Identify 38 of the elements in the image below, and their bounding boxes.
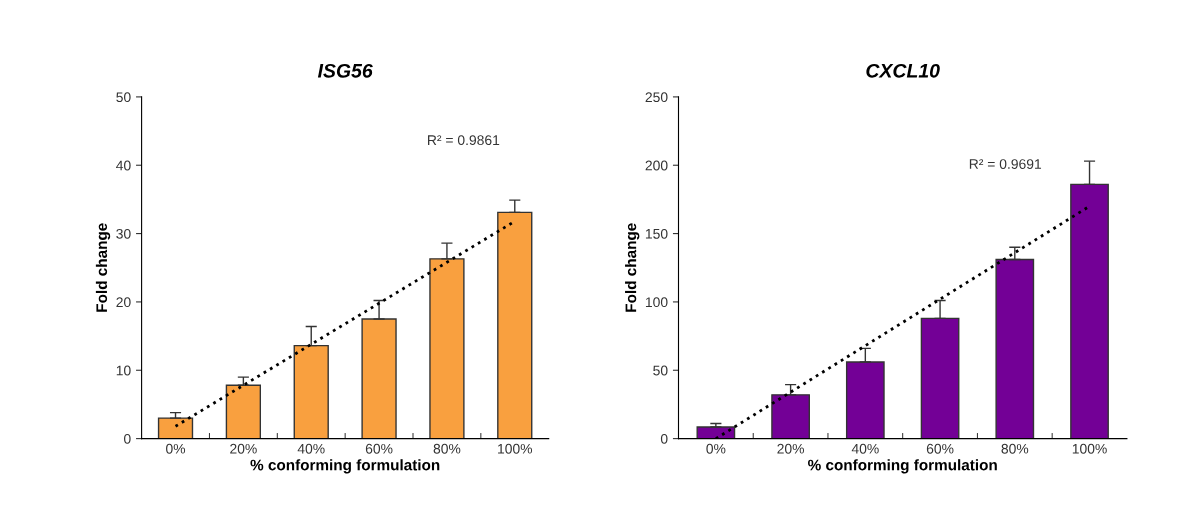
x-tick-label: 0% <box>166 443 186 454</box>
annotation: R² = 0.9691 <box>969 159 1042 169</box>
y-tick-label: 50 <box>116 92 131 103</box>
chart-title: CXCL10 <box>866 63 940 78</box>
y-tick-label: 150 <box>645 228 668 239</box>
x-axis-title: % conforming formulation <box>808 459 997 474</box>
y-tick-label: 200 <box>645 160 668 171</box>
x-axis-title: % conforming formulation <box>250 459 440 474</box>
x-tick-label: 40% <box>297 443 325 454</box>
y-tick-label: 50 <box>653 365 668 376</box>
x-tick-label: 100% <box>498 443 533 454</box>
bar <box>429 258 465 439</box>
x-tick-label: 80% <box>433 443 461 454</box>
y-tick-label: 0 <box>660 433 668 444</box>
bar <box>771 394 810 439</box>
y-tick-label: 40 <box>116 160 131 171</box>
y-tick-label: 100 <box>645 297 668 308</box>
y-tick-label: 10 <box>116 365 131 376</box>
y-tick-label: 0 <box>124 433 131 444</box>
bar <box>845 361 885 439</box>
bar <box>696 426 736 439</box>
x-tick-label: 20% <box>777 443 805 454</box>
y-tick-label: 250 <box>645 92 668 103</box>
chart-title: ISG56 <box>317 63 373 78</box>
y-tick-label: 30 <box>116 228 131 239</box>
y-tick-label: 20 <box>116 297 131 308</box>
y-axis-title: Fold change <box>625 223 640 312</box>
x-tick-label: 0% <box>706 443 726 454</box>
x-tick-label: 60% <box>365 443 393 454</box>
x-tick-label: 100% <box>1072 443 1107 454</box>
x-tick-label: 80% <box>1001 443 1029 454</box>
x-tick-label: 60% <box>926 443 954 454</box>
bar <box>361 318 397 439</box>
annotation: R² = 0.9861 <box>428 135 500 146</box>
y-axis-title: Fold change <box>95 223 111 312</box>
x-tick-label: 20% <box>230 443 257 454</box>
x-tick-label: 40% <box>851 443 879 454</box>
bar <box>157 417 194 439</box>
